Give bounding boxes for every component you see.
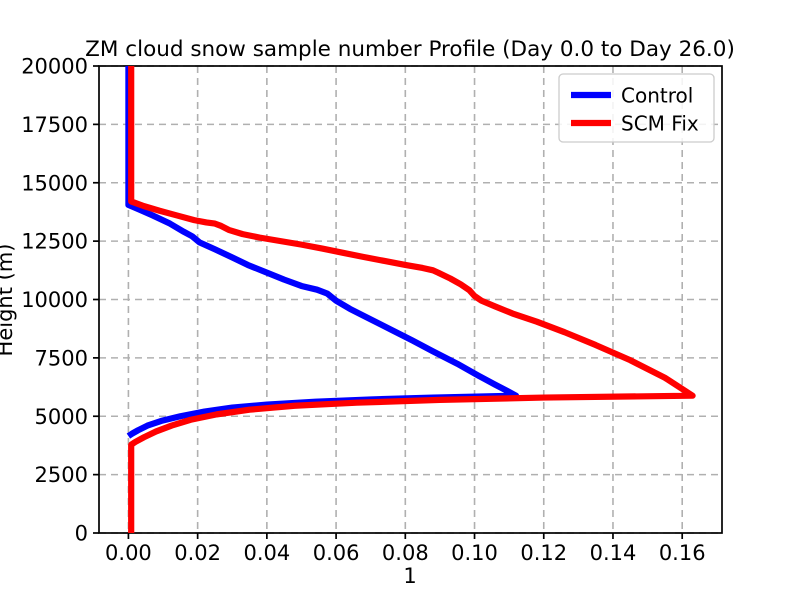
x-tick-label: 0.08	[382, 541, 429, 565]
x-tick-label: 0.02	[174, 541, 221, 565]
x-tick-label: 0.10	[451, 541, 498, 565]
y-tick-label: 7500	[35, 346, 88, 370]
y-tick-label: 0	[75, 522, 88, 546]
y-tick-label: 10000	[21, 288, 88, 312]
x-tick-label: 0.12	[520, 541, 567, 565]
y-tick-label: 5000	[35, 405, 88, 429]
x-axis-tick-labels: 0.00 0.02 0.04 0.06 0.08 0.10 0.12 0.14 0.16	[105, 541, 706, 565]
y-tick-label: 17500	[21, 113, 88, 137]
y-tick-label: 15000	[21, 171, 88, 195]
x-tick-label: 0.06	[313, 541, 360, 565]
x-tick-label: 0.04	[243, 541, 290, 565]
legend-label-scm-fix: SCM Fix	[621, 112, 699, 136]
legend-label-control: Control	[621, 84, 693, 108]
y-tick-label: 12500	[21, 230, 88, 254]
y-tick-label: 2500	[35, 463, 88, 487]
y-axis-label: Height (m)	[0, 244, 17, 357]
series-line-control	[125, 66, 520, 439]
series-line-scm-fix	[128, 66, 696, 533]
x-tick-label: 0.16	[659, 541, 706, 565]
y-tick-label: 20000	[21, 55, 88, 79]
axis-tickmarks	[93, 65, 684, 539]
x-axis-label: 1	[403, 564, 416, 588]
x-tick-label: 0.14	[590, 541, 637, 565]
chart-title: ZM cloud snow sample number Profile (Day…	[85, 37, 735, 62]
data-series-group	[125, 66, 696, 533]
x-tick-label: 0.00	[105, 541, 152, 565]
chart-legend[interactable]: Control SCM Fix	[558, 73, 715, 143]
y-axis-tick-labels: 0 2500 5000 7500 10000 12500 15000 17500 20000	[21, 55, 88, 546]
